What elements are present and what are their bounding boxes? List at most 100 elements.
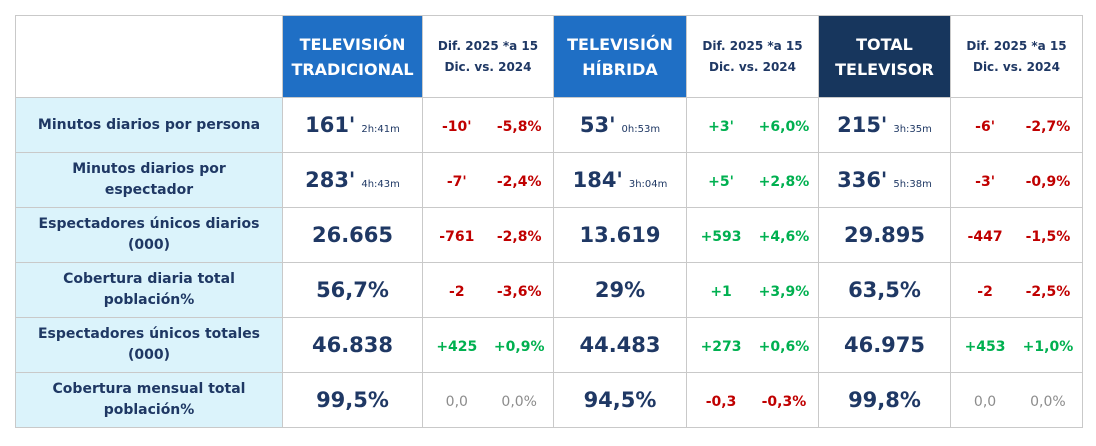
diff-cell: +425 +0,9% [422,317,554,373]
time-value: 2h:41m [361,124,400,135]
diff-abs: +453 [964,338,1006,355]
diff-abs: 0,0 [445,393,468,410]
diff-pct: -5,8% [496,118,542,135]
header-row: TELEVISIÓN TRADICIONAL Dif. 2025 *a 15 Di… [15,15,1083,98]
diff-abs: -2 [977,283,993,300]
row-label: Minutos diarios por espectador [15,152,283,208]
diff-cell: 0,0 0,0% [422,372,554,428]
table-row: Cobertura diaria total población% 56,7% -2… [15,262,1083,318]
diff-cell: +593 +4,6% [686,207,819,263]
main-value: 44.483 [579,333,661,357]
header-cell: Dif. 2025 *a 15 Dic. vs. 2024 [422,15,554,98]
diff-pct: +3,9% [758,283,810,300]
table-row: Espectadores únicos totales (000) 46.838 +… [15,317,1083,373]
main-value: 336' [837,168,888,192]
diff-pct: -2,7% [1025,118,1071,135]
table-row: Minutos diarios por persona 161' 2h:41m -10… [15,97,1083,153]
diff-cell: -0,3 -0,3% [686,372,819,428]
diff-abs: -761 [439,228,475,245]
diff-pct: -3,6% [496,283,542,300]
diff-pct: +0,9% [493,338,545,355]
row-label: Minutos diarios por persona [15,97,283,153]
value-cell: 46.838 [282,317,423,373]
diff-abs: -0,3 [705,393,737,410]
main-value: 46.838 [311,333,394,357]
main-value: 53' [579,113,616,137]
main-value: 29.895 [843,223,926,247]
value-cell: 336' 5h:38m [818,152,951,208]
diff-cell: -7' -2,4% [422,152,554,208]
diff-cell: 0,0 0,0% [950,372,1083,428]
diff-cell: +3' +6,0% [686,97,819,153]
diff-pct: -1,5% [1025,228,1071,245]
table-row: Cobertura mensual total población% 99,5% 0… [15,372,1083,428]
diff-abs: -7' [446,173,467,190]
value-cell: 99,5% [282,372,423,428]
value-cell: 26.665 [282,207,423,263]
value-cell: 63,5% [818,262,951,318]
main-value: 99,8% [848,388,921,412]
main-value: 56,7% [316,278,389,302]
table-body: Minutos diarios por persona 161' 2h:41m -10… [15,97,1083,428]
table-row: Espectadores únicos diarios (000) 26.665 -… [15,207,1083,263]
main-value: 184' [572,168,623,192]
time-value: 4h:43m [361,179,400,190]
table-row: Minutos diarios por espectador 283' 4h:43m… [15,152,1083,208]
header-cell: Dif. 2025 *a 15 Dic. vs. 2024 [950,15,1083,98]
main-value: 46.975 [843,333,926,357]
diff-abs: +1 [710,283,732,300]
time-value: 3h:35m [893,124,932,135]
diff-abs: -2 [449,283,465,300]
main-value: 94,5% [583,388,657,412]
main-value: 99,5% [316,388,389,412]
header-cell: TELEVISIÓN HÍBRIDA [553,15,687,98]
diff-abs: -6' [975,118,995,135]
diff-pct: -2,8% [496,228,542,245]
diff-pct: 0,0% [1030,393,1066,410]
main-value: 29% [594,278,646,302]
header-cell [15,15,283,98]
diff-pct: +1,0% [1022,338,1074,355]
diff-cell: +453 +1,0% [950,317,1083,373]
diff-abs: -10' [442,118,472,135]
value-cell: 44.483 [553,317,687,373]
diff-pct: -2,4% [496,173,542,190]
row-label: Cobertura mensual total población% [15,372,283,428]
main-value: 283' [305,168,356,192]
diff-cell: +5' +2,8% [686,152,819,208]
row-label: Cobertura diaria total población% [15,262,283,318]
diff-pct: -2,5% [1025,283,1071,300]
diff-cell: -2 -2,5% [950,262,1083,318]
diff-pct: -0,3% [761,393,807,410]
row-label: Espectadores únicos diarios (000) [15,207,283,263]
time-value: 3h:04m [628,179,668,190]
value-cell: 283' 4h:43m [282,152,423,208]
diff-cell: -2 -3,6% [422,262,554,318]
main-value: 63,5% [848,278,921,302]
value-cell: 53' 0h:53m [553,97,687,153]
diff-cell: +273 +0,6% [686,317,819,373]
main-value: 26.665 [311,223,394,247]
diff-abs: +425 [436,338,478,355]
header-cell: TOTAL TELEVISOR [818,15,951,98]
audience-table: TELEVISIÓN TRADICIONAL Dif. 2025 *a 15 Di… [15,15,1083,428]
diff-pct: 0,0% [501,393,537,410]
value-cell: 29.895 [818,207,951,263]
diff-abs: +3' [708,118,734,135]
value-cell: 161' 2h:41m [282,97,423,153]
value-cell: 46.975 [818,317,951,373]
diff-pct: +0,6% [758,338,810,355]
diff-abs: +273 [700,338,742,355]
diff-abs: +5' [708,173,734,190]
diff-abs: -3' [975,173,995,190]
diff-pct: +4,6% [758,228,810,245]
value-cell: 13.619 [553,207,687,263]
diff-abs: 0,0 [973,393,997,410]
main-value: 13.619 [579,223,661,247]
time-value: 5h:38m [893,179,932,190]
diff-cell: -6' -2,7% [950,97,1083,153]
time-value: 0h:53m [621,124,661,135]
value-cell: 29% [553,262,687,318]
diff-cell: -447 -1,5% [950,207,1083,263]
